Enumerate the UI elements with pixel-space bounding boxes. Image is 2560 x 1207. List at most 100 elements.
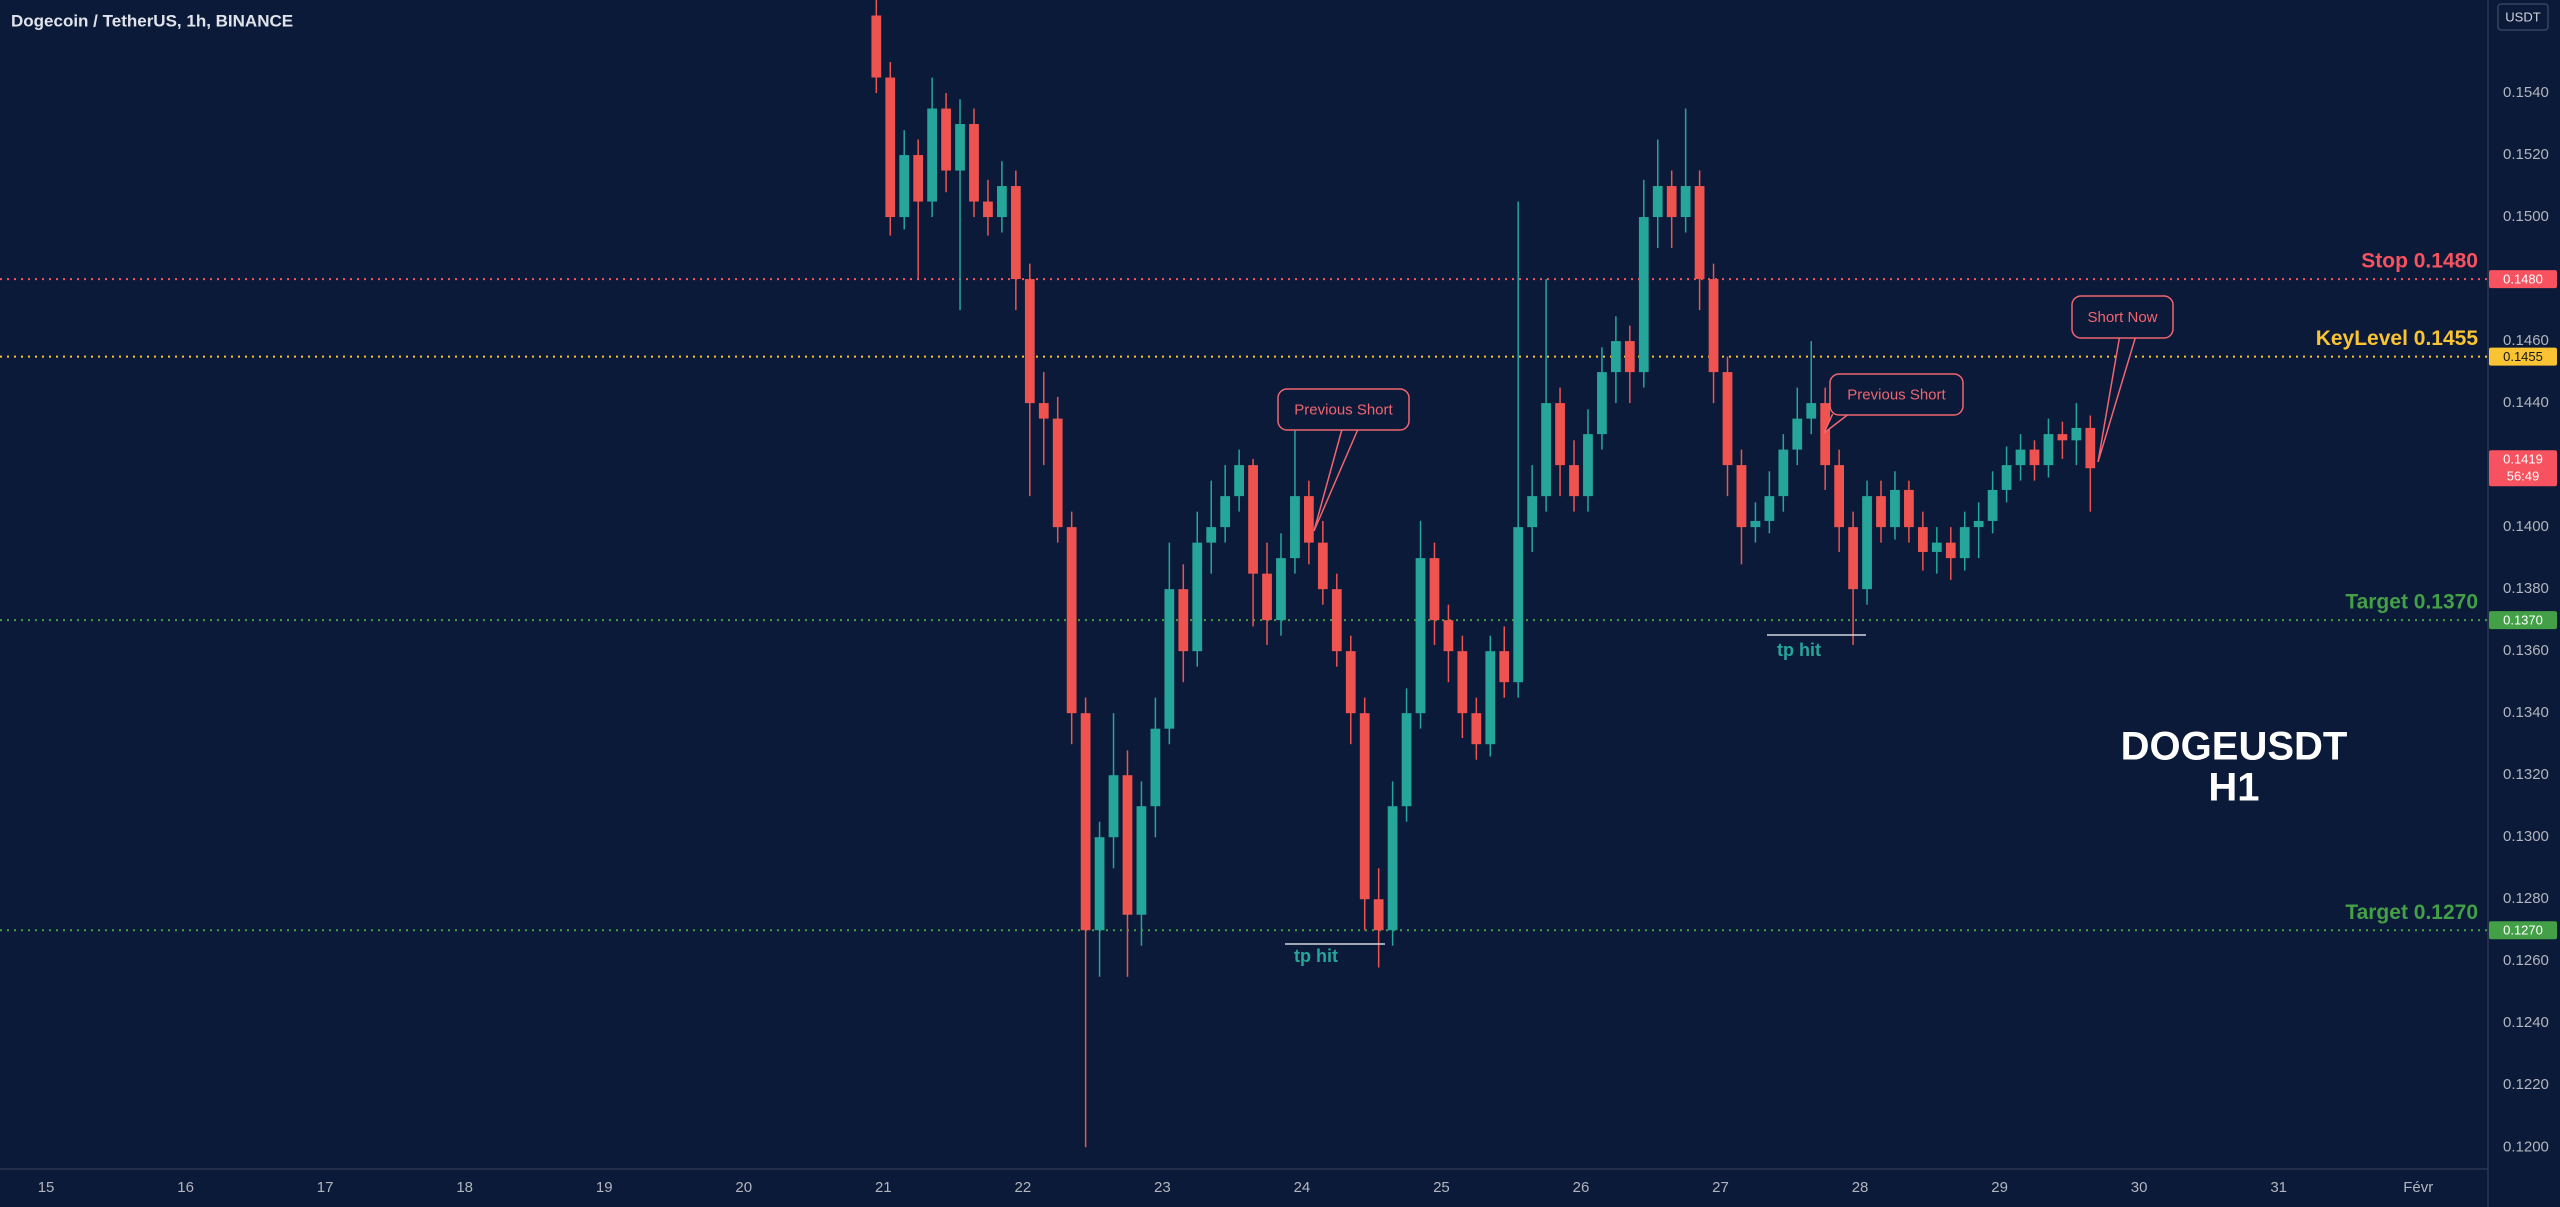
- candle-body: [1150, 728, 1161, 807]
- countdown-label: 56:49: [2507, 469, 2540, 484]
- candle-body: [1192, 542, 1203, 652]
- callout-text: Short Now: [2087, 309, 2157, 326]
- candle-body: [1178, 589, 1189, 652]
- candle-body: [1234, 465, 1244, 497]
- candle-body: [1066, 527, 1077, 714]
- candle-body: [1806, 403, 1817, 419]
- candle-body: [1876, 496, 1886, 528]
- x-tick-label: 28: [1852, 1179, 1869, 1196]
- y-tick-label: 0.1520: [2503, 146, 2549, 163]
- candle-body: [1764, 496, 1775, 521]
- candle-body: [1597, 372, 1607, 435]
- candle-body: [1848, 527, 1858, 590]
- candle-body: [1206, 527, 1217, 543]
- watermark: H1: [2208, 766, 2259, 810]
- x-tick-label: 30: [2131, 1179, 2148, 1196]
- level-badge: [2489, 611, 2557, 630]
- x-tick-label: 19: [596, 1179, 613, 1196]
- y-tick-label: 0.1360: [2503, 642, 2549, 659]
- y-tick-label: 0.1400: [2503, 518, 2549, 535]
- candle-body: [1094, 837, 1105, 931]
- candle-body: [1108, 775, 1119, 838]
- candle-body: [1792, 418, 1803, 450]
- candle-body: [955, 124, 965, 171]
- candle-body: [1666, 186, 1677, 218]
- level-label: Target 0.1370: [2345, 591, 2478, 614]
- candle-body: [983, 201, 993, 218]
- candle-body: [1555, 403, 1565, 466]
- candle-body: [1485, 651, 1496, 745]
- watermark: DOGEUSDT: [2121, 725, 2348, 769]
- candle-body: [1164, 589, 1175, 729]
- candle-body: [1052, 418, 1063, 528]
- callout-box: [1829, 373, 1964, 416]
- candle-body: [899, 155, 910, 218]
- candle-body: [941, 108, 951, 171]
- candle-body: [1638, 217, 1649, 373]
- x-tick-label: 16: [177, 1179, 194, 1196]
- y-tick-label: 0.1340: [2503, 704, 2549, 721]
- marker-label: tp hit: [1294, 946, 1338, 966]
- unit-box: [2497, 3, 2549, 31]
- candle-body: [1527, 496, 1538, 528]
- candle-body: [1499, 651, 1510, 683]
- y-tick-label: 0.1200: [2503, 1138, 2549, 1155]
- level-badge: [2489, 270, 2557, 289]
- y-tick-label: 0.1440: [2503, 394, 2549, 411]
- candle-body: [2029, 449, 2040, 466]
- x-tick-label: 31: [2270, 1179, 2287, 1196]
- level-label: Target 0.1270: [2345, 901, 2478, 924]
- candle-body: [871, 15, 882, 78]
- marker-label: tp hit: [1777, 640, 1821, 660]
- candle-body: [1750, 520, 1761, 528]
- y-tick-label: 0.1280: [2503, 890, 2549, 907]
- candle-body: [1931, 542, 1942, 552]
- level-badge-label: 0.1455: [2503, 349, 2543, 364]
- level-badge: [2489, 921, 2557, 940]
- callout-pointer: [2097, 336, 2137, 463]
- callout-box: [1277, 388, 1410, 431]
- callout-pointer: [1313, 428, 1359, 532]
- candle-body: [2071, 427, 2082, 441]
- candle-body: [1331, 589, 1342, 652]
- candle-body: [1513, 527, 1524, 683]
- chart-title: Dogecoin / TetherUS, 1h, BINANCE: [11, 11, 293, 30]
- x-tick-label: 29: [1991, 1179, 2008, 1196]
- candle-body: [1345, 651, 1356, 714]
- candle-body: [1541, 403, 1551, 497]
- candle-body: [927, 108, 938, 202]
- x-tick-label: 20: [735, 1179, 752, 1196]
- candle-body: [1038, 403, 1049, 419]
- candle-body: [1959, 527, 1970, 559]
- candle-body: [1778, 449, 1789, 497]
- candle-body: [1890, 489, 1900, 528]
- candle-body: [1652, 186, 1663, 218]
- candle-body: [2057, 434, 2068, 441]
- level-badge-label: 0.1270: [2503, 923, 2543, 938]
- x-tick-label: 15: [38, 1179, 55, 1196]
- unit-label: USDT: [2505, 9, 2540, 24]
- x-tick-label: 25: [1433, 1179, 1450, 1196]
- y-tick-label: 0.1260: [2503, 952, 2549, 969]
- candle-body: [885, 77, 896, 218]
- x-tick-label: 18: [456, 1179, 473, 1196]
- candle-body: [1457, 651, 1468, 714]
- candle-body: [1917, 527, 1928, 552]
- candle-body: [1024, 279, 1035, 404]
- candle-body: [1359, 713, 1370, 900]
- candle-body: [1010, 186, 1021, 280]
- candle-body: [1736, 465, 1747, 528]
- x-tick-label: 24: [1294, 1179, 1311, 1196]
- y-tick-label: 0.1500: [2503, 208, 2549, 225]
- candle-body: [2015, 449, 2026, 466]
- plot-area: [0, 0, 2488, 1148]
- candle-body: [1945, 542, 1956, 559]
- candle-body: [1904, 489, 1914, 528]
- candle-body: [1471, 713, 1482, 745]
- x-tick-label: 17: [317, 1179, 334, 1196]
- candle-body: [1136, 806, 1147, 915]
- candle-body: [1290, 496, 1300, 559]
- x-tick-label: 21: [875, 1179, 892, 1196]
